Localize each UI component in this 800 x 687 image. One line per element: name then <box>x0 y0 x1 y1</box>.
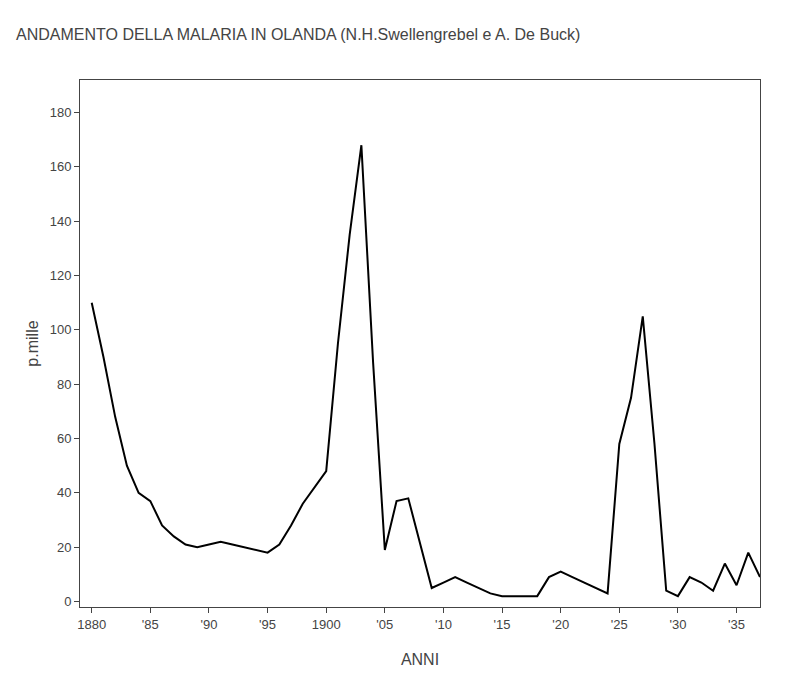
svg-text:80: 80 <box>57 377 71 392</box>
svg-text:'25: '25 <box>611 617 628 632</box>
svg-text:'10: '10 <box>435 617 452 632</box>
svg-text:60: 60 <box>57 431 71 446</box>
svg-text:ANNI: ANNI <box>401 651 439 668</box>
svg-text:'05: '05 <box>376 617 393 632</box>
svg-text:160: 160 <box>50 159 72 174</box>
svg-text:'35: '35 <box>728 617 745 632</box>
svg-text:40: 40 <box>57 485 71 500</box>
svg-text:140: 140 <box>50 214 72 229</box>
svg-text:1900: 1900 <box>312 617 341 632</box>
svg-text:'20: '20 <box>552 617 569 632</box>
svg-text:'90: '90 <box>200 617 217 632</box>
svg-text:120: 120 <box>50 268 72 283</box>
svg-text:ANDAMENTO DELLA MALARIA IN OLA: ANDAMENTO DELLA MALARIA IN OLANDA (N.H.S… <box>16 26 580 43</box>
svg-text:'30: '30 <box>669 617 686 632</box>
svg-text:'85: '85 <box>142 617 159 632</box>
svg-text:'15: '15 <box>494 617 511 632</box>
svg-text:'95: '95 <box>259 617 276 632</box>
svg-text:180: 180 <box>50 105 72 120</box>
svg-text:0: 0 <box>64 594 71 609</box>
svg-text:1880: 1880 <box>77 617 106 632</box>
svg-text:100: 100 <box>50 322 72 337</box>
svg-text:p.mille: p.mille <box>24 320 41 366</box>
svg-text:20: 20 <box>57 540 71 555</box>
